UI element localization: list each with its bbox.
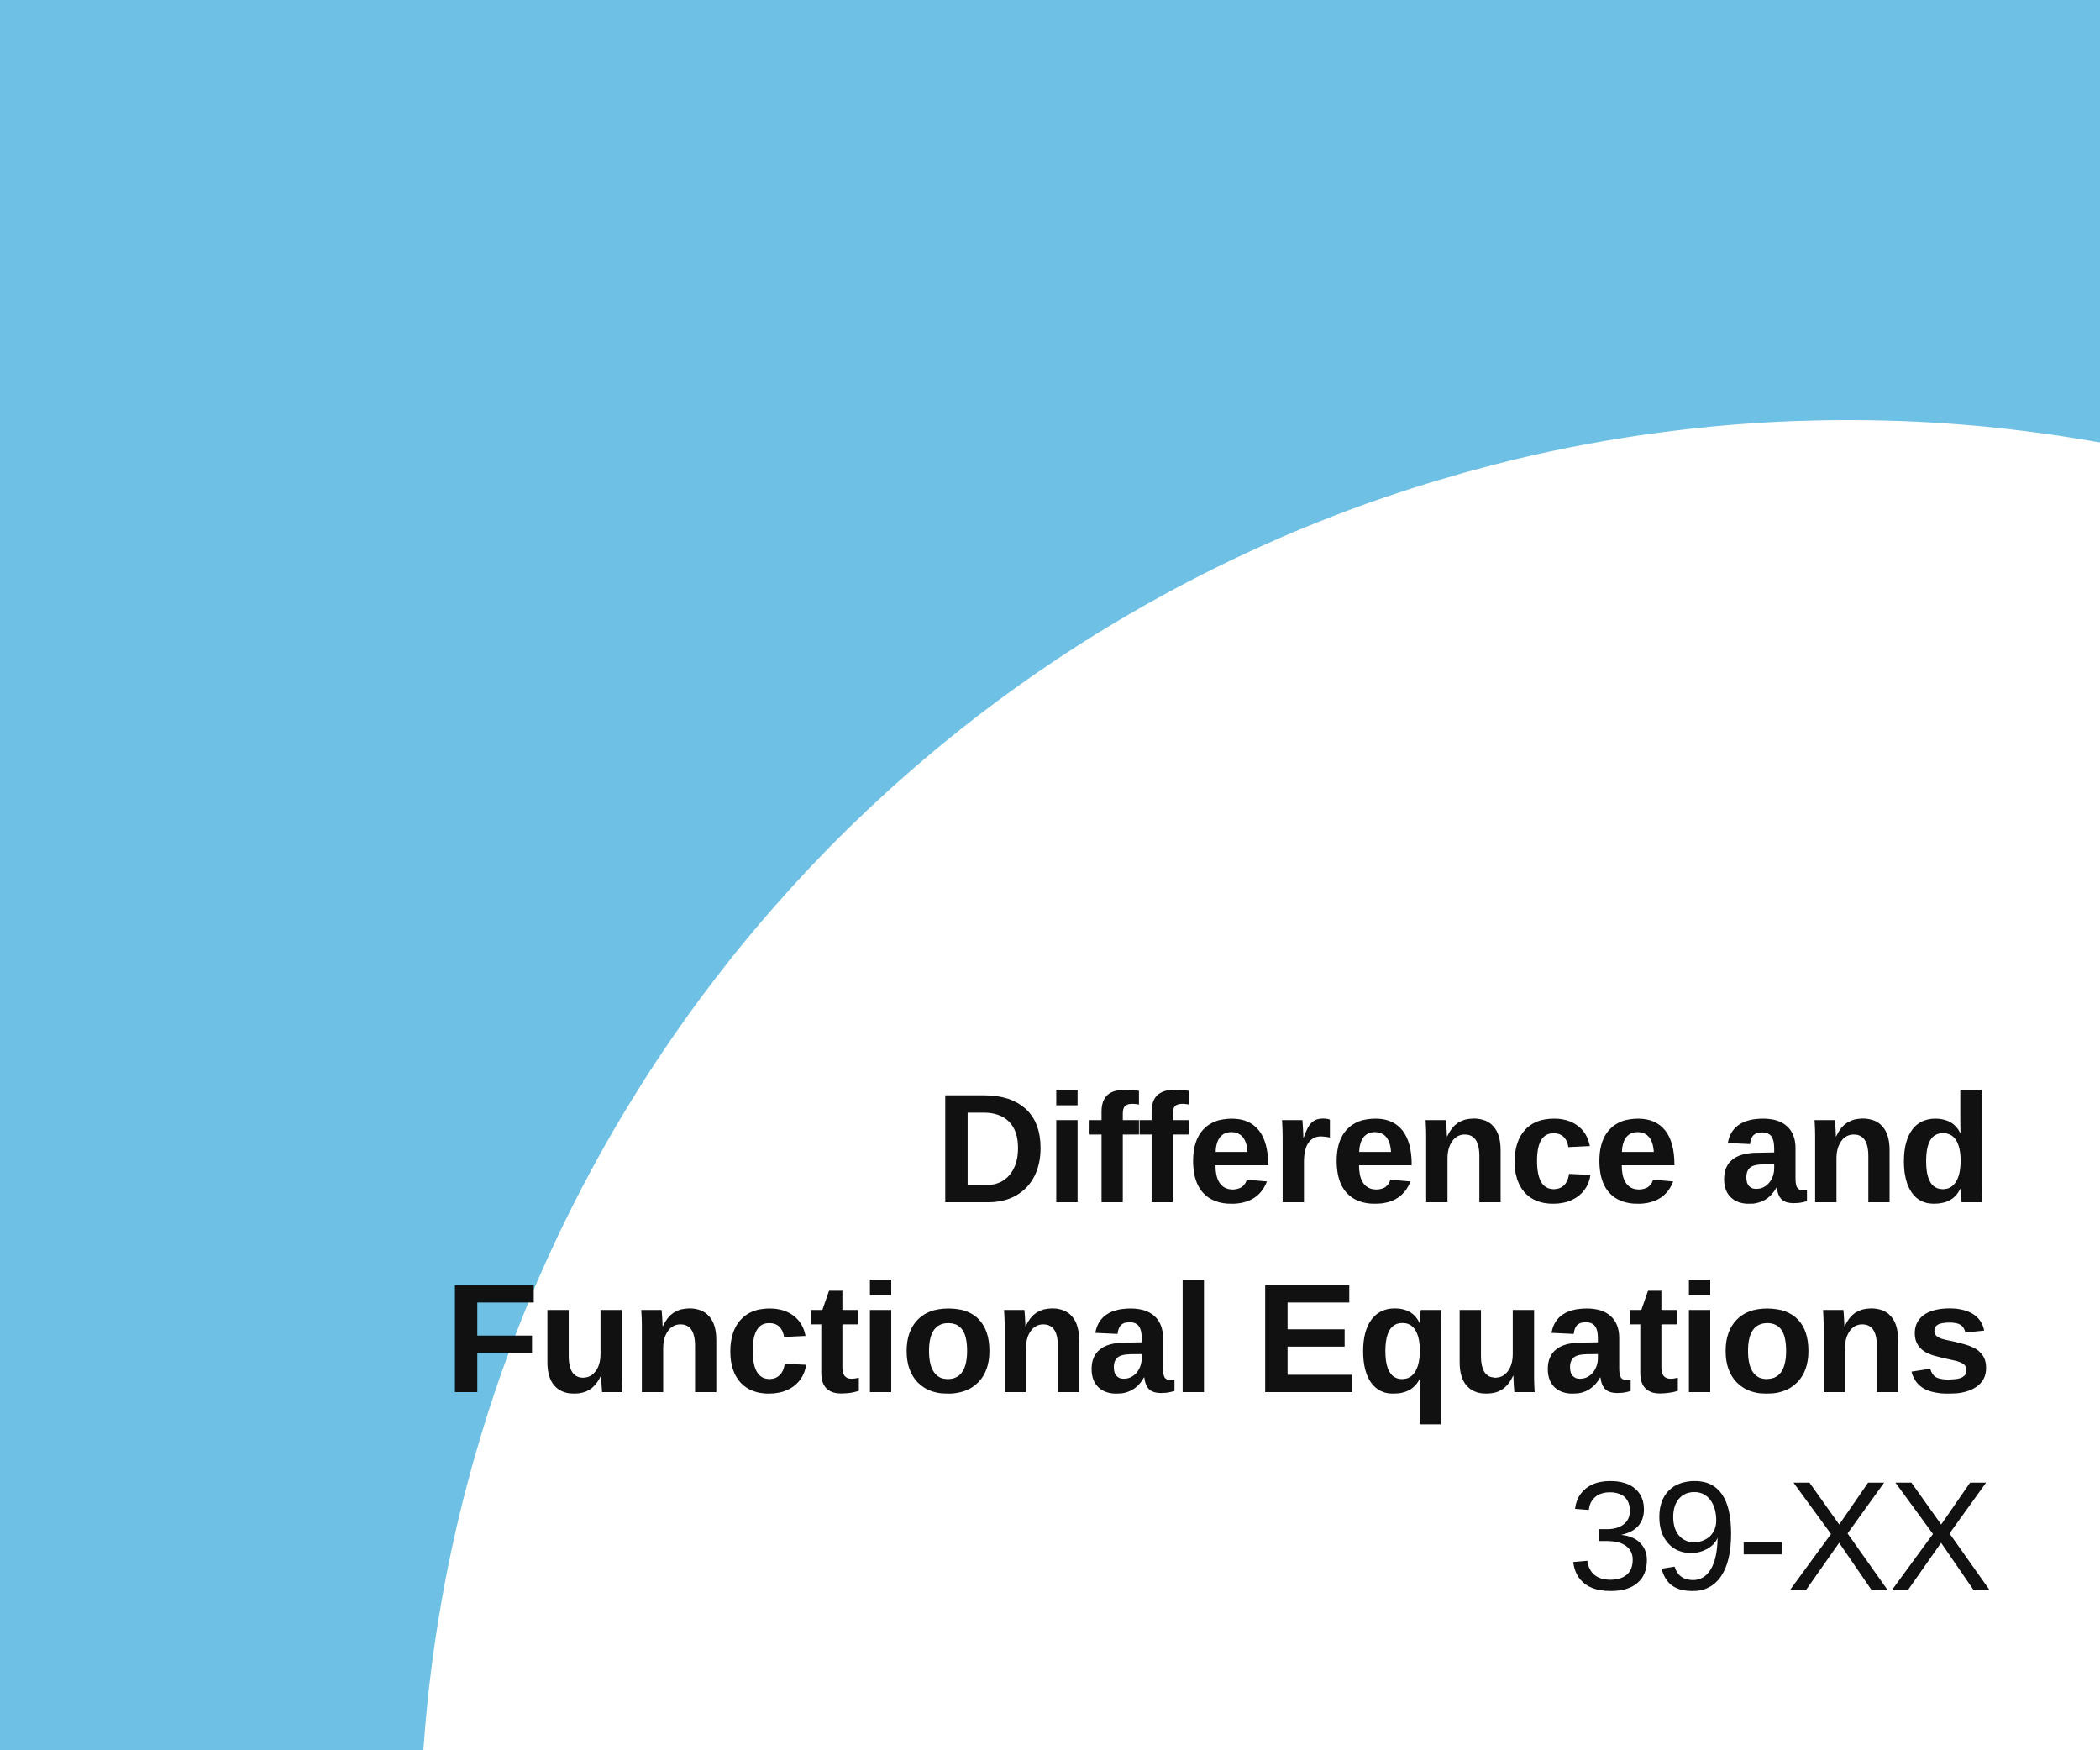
title-line-1: Difference and [444,1055,1991,1245]
text-block: Difference and Functional Equations 39-X… [444,1055,1991,1632]
category-card: Difference and Functional Equations 39-X… [0,0,2100,1750]
title-line-2: Functional Equations [444,1245,1991,1435]
classification-code: 39-XX [444,1443,1991,1632]
